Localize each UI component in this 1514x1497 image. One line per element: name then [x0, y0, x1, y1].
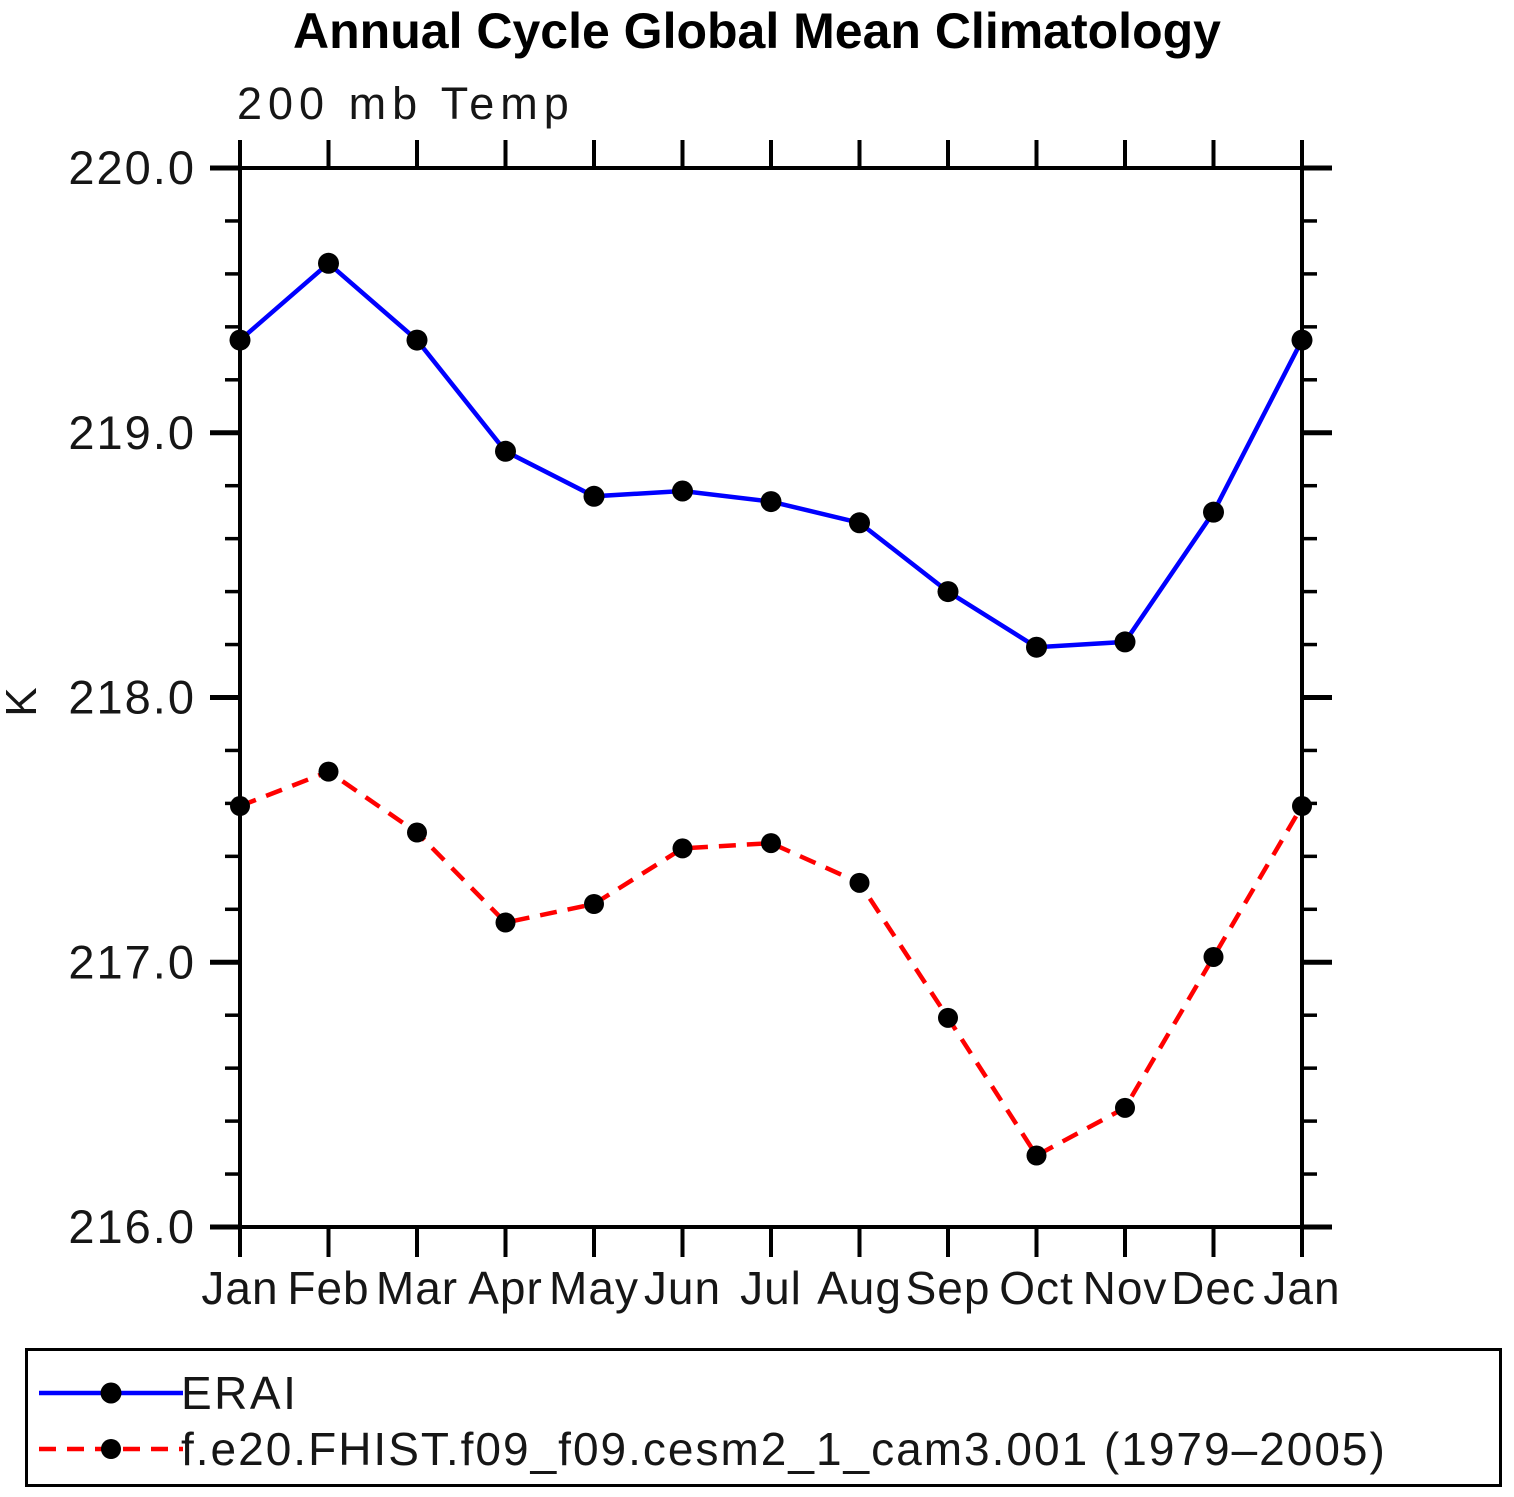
legend-line-sample-dashed: [39, 1439, 183, 1459]
data-point-series-1: [407, 822, 427, 843]
data-point-series-1: [495, 912, 516, 933]
data-point-series-0: [229, 329, 251, 351]
data-point-series-1: [230, 796, 250, 817]
x-tick-label: Mar: [376, 1262, 458, 1314]
data-point-series-1: [938, 1007, 958, 1028]
x-tick-label: Sep: [906, 1262, 991, 1314]
legend-label-model: f.e20.FHIST.f09_f09.cesm2_1_cam3.001 (19…: [181, 1423, 1387, 1475]
x-tick-label: Jan: [1263, 1262, 1340, 1314]
data-point-series-1: [1292, 796, 1312, 817]
x-tick-label: Dec: [1171, 1262, 1256, 1314]
y-tick-label: 216.0: [68, 1200, 196, 1253]
x-tick-label: Jun: [644, 1262, 721, 1314]
data-point-series-1: [672, 838, 693, 859]
series-line-0: [238, 260, 1305, 650]
legend-line-sample-solid: [39, 1382, 183, 1404]
chart-subtitle: 200 mb Temp: [237, 78, 575, 129]
legend-box: ERAI f.e20.FHIST.f09_f09.cesm2_1_cam3.00…: [25, 1348, 1502, 1487]
legend-label-erai: ERAI: [181, 1367, 299, 1419]
legend-entry-erai: ERAI: [28, 1365, 1499, 1421]
data-point-series-1: [761, 833, 781, 854]
data-point-series-0: [1026, 636, 1047, 658]
data-point-series-0: [495, 440, 516, 462]
chart-title: Annual Cycle Global Mean Climatology: [293, 3, 1221, 59]
x-tick-label: Oct: [999, 1262, 1074, 1314]
data-point-series-0: [672, 480, 693, 502]
data-point-series-0: [760, 491, 782, 513]
data-point-series-0: [1291, 329, 1313, 351]
y-tick-label: 220.0: [68, 141, 196, 194]
x-tick-label: Jul: [740, 1262, 802, 1314]
data-point-series-1: [318, 761, 339, 782]
series-line-1: [239, 769, 1304, 1159]
data-point-series-1: [1026, 1145, 1047, 1166]
data-point-series-1: [1203, 946, 1224, 967]
data-point-series-0: [583, 485, 605, 507]
data-point-series-1: [1115, 1097, 1135, 1118]
x-tick-label: Feb: [287, 1262, 369, 1314]
x-tick-label: May: [549, 1262, 639, 1314]
x-tick-label: Apr: [468, 1262, 543, 1314]
data-point-series-0: [1114, 631, 1136, 653]
legend-entry-model: f.e20.FHIST.f09_f09.cesm2_1_cam3.001 (19…: [28, 1421, 1499, 1477]
y-tick-label: 218.0: [68, 671, 196, 724]
data-point-series-0: [318, 252, 339, 274]
x-tick-label: Aug: [817, 1262, 902, 1314]
data-point-series-0: [937, 581, 959, 603]
x-tick-label: Nov: [1083, 1262, 1168, 1314]
data-point-series-0: [1203, 501, 1224, 523]
x-tick-label: Jan: [201, 1262, 278, 1314]
y-tick-label: 217.0: [68, 935, 196, 988]
data-point-series-1: [849, 872, 870, 893]
y-tick-label: 219.0: [68, 406, 196, 459]
data-point-series-1: [584, 894, 604, 915]
data-point-series-0: [406, 329, 428, 351]
data-point-series-0: [849, 512, 870, 534]
